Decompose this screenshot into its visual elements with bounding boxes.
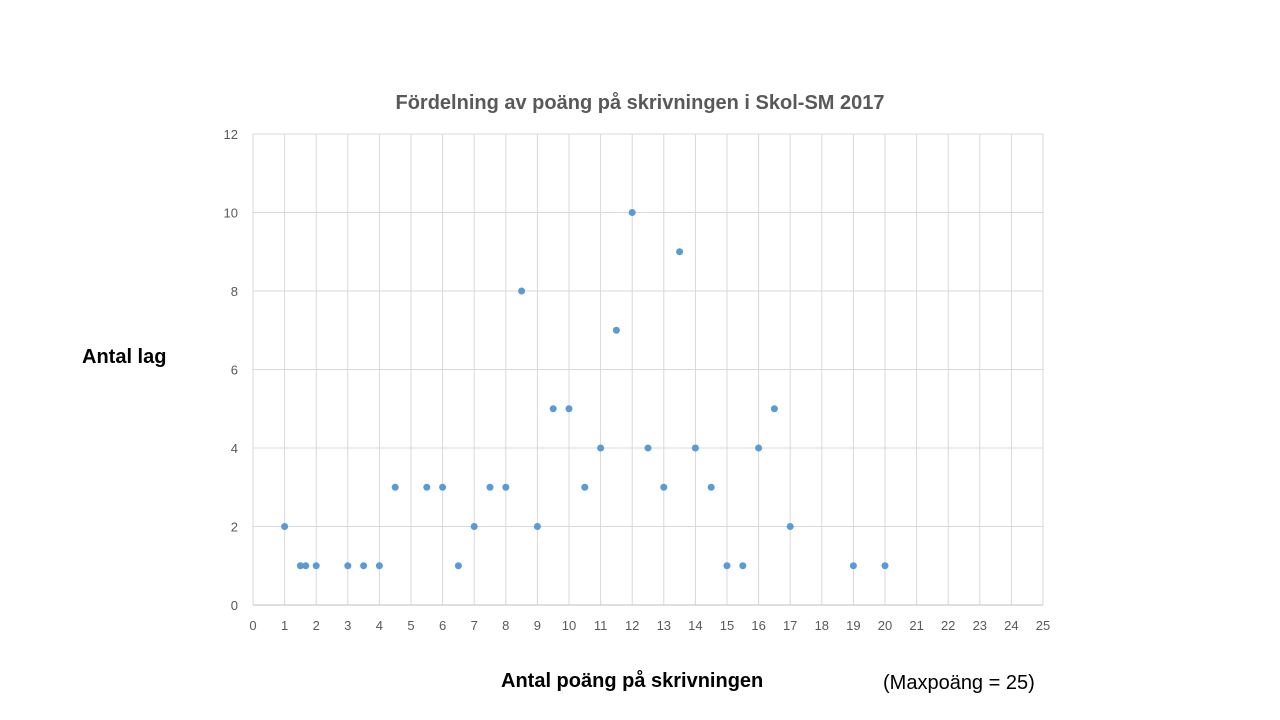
- data-point: [881, 562, 889, 570]
- max-points-note: (Maxpoäng = 25): [883, 672, 1035, 694]
- data-point: [849, 562, 857, 570]
- x-tick-label: 0: [249, 618, 256, 633]
- x-tick-label: 16: [751, 618, 765, 633]
- x-tick-label: 23: [973, 618, 987, 633]
- x-tick-label: 9: [534, 618, 541, 633]
- y-tick-label: 6: [231, 363, 238, 378]
- y-tick-label: 8: [231, 284, 238, 299]
- chart-title: Fördelning av poäng på skrivningen i Sko…: [396, 91, 885, 114]
- x-tick-label: 20: [878, 618, 892, 633]
- data-point: [454, 562, 462, 570]
- data-point: [549, 405, 557, 413]
- y-tick-label: 0: [231, 598, 238, 613]
- x-tick-label: 2: [313, 618, 320, 633]
- gridlines: [252, 133, 1044, 606]
- x-tick-label: 22: [941, 618, 955, 633]
- data-point: [375, 562, 383, 570]
- data-point: [360, 562, 368, 570]
- data-point: [739, 562, 747, 570]
- data-point: [344, 562, 352, 570]
- x-tick-label: 25: [1036, 618, 1050, 633]
- x-tick-label: 13: [657, 618, 671, 633]
- data-point: [502, 483, 510, 491]
- data-point: [770, 405, 778, 413]
- data-point: [391, 483, 399, 491]
- data-point: [612, 326, 620, 334]
- x-axis-label: Antal poäng på skrivningen: [501, 670, 764, 692]
- data-point: [533, 523, 541, 530]
- data-point: [486, 483, 494, 491]
- data-point: [644, 444, 652, 452]
- y-tick-label: 10: [224, 206, 238, 221]
- data-point: [312, 562, 320, 570]
- data-point: [423, 483, 431, 491]
- x-tick-label: 1: [281, 618, 288, 633]
- data-point: [302, 562, 310, 570]
- x-tick-label: 18: [815, 618, 829, 633]
- y-axis-label: Antal lag: [82, 346, 167, 368]
- x-tick-label: 6: [439, 618, 446, 633]
- data-point: [439, 483, 447, 491]
- data-point: [281, 523, 289, 530]
- data-point: [691, 444, 699, 452]
- x-tick-label: 24: [1004, 618, 1018, 633]
- data-point: [565, 405, 573, 413]
- x-tick-label: 3: [344, 618, 351, 633]
- tick-labels: 0 1 2 3 4 5 6 7 8 9 10 11 12 13 14 15 16 17 18 19 20 21 22 23 24…: [224, 127, 1051, 633]
- x-tick-label: 21: [909, 618, 923, 633]
- x-tick-label: 15: [720, 618, 734, 633]
- y-tick-label: 4: [231, 441, 238, 456]
- x-tick-label: 19: [846, 618, 860, 633]
- x-tick-label: 11: [594, 618, 608, 633]
- data-point: [628, 209, 636, 216]
- data-point: [660, 483, 668, 491]
- data-points: [281, 209, 889, 570]
- data-point: [723, 562, 731, 570]
- x-tick-label: 7: [471, 618, 478, 633]
- data-point: [518, 287, 526, 295]
- data-point: [581, 483, 589, 491]
- data-point: [296, 562, 304, 570]
- data-point: [597, 444, 605, 452]
- x-tick-label: 10: [562, 618, 576, 633]
- data-point: [786, 523, 794, 530]
- y-tick-label: 2: [231, 520, 238, 535]
- data-point: [470, 523, 478, 530]
- data-point: [755, 444, 763, 452]
- x-tick-label: 4: [376, 618, 383, 633]
- data-point: [707, 483, 715, 491]
- x-tick-label: 8: [502, 618, 509, 633]
- y-tick-label: 12: [224, 127, 238, 142]
- data-point: [676, 248, 684, 256]
- x-tick-label: 12: [625, 618, 639, 633]
- x-tick-label: 14: [688, 618, 702, 633]
- x-tick-label: 5: [407, 618, 414, 633]
- x-tick-label: 17: [783, 618, 797, 633]
